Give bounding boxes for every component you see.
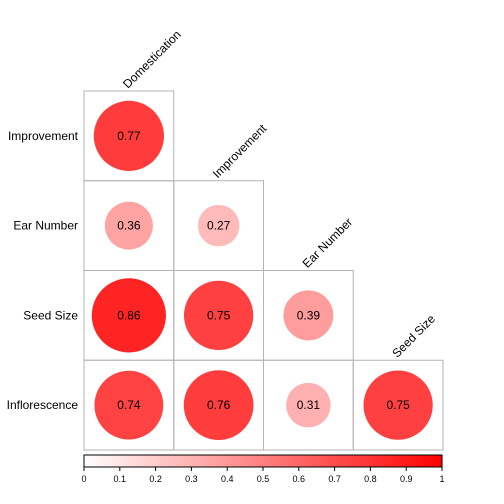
row-label: Inflorescence bbox=[7, 398, 79, 412]
row-labels: Improvement Ear Number Seed Size Infloresce… bbox=[7, 129, 79, 412]
color-scale-tick-label: 0.9 bbox=[400, 474, 413, 484]
color-scale-tick-label: 0.6 bbox=[293, 474, 306, 484]
column-label: Seed Size bbox=[389, 312, 438, 361]
value-label: 0.75 bbox=[386, 398, 410, 412]
color-scale-tick-label: 0.4 bbox=[221, 474, 234, 484]
color-scale-bar: 0 0.1 0.2 0.3 0.4 0.5 0.6 0.7 0.8 0.9 1 bbox=[81, 455, 444, 484]
color-scale-tick-label: 0.7 bbox=[328, 474, 341, 484]
value-label: 0.31 bbox=[297, 398, 321, 412]
row-label: Seed Size bbox=[23, 308, 78, 322]
value-label: 0.27 bbox=[207, 219, 231, 233]
color-scale-tick-label: 0.5 bbox=[257, 474, 270, 484]
value-label: 0.77 bbox=[117, 129, 141, 143]
color-scale-gradient bbox=[84, 455, 442, 467]
column-label: Ear Number bbox=[300, 215, 356, 271]
value-label: 0.75 bbox=[207, 308, 231, 322]
value-label: 0.76 bbox=[207, 398, 231, 412]
color-scale-tick-label: 0.8 bbox=[364, 474, 377, 484]
color-scale-tick-label: 0.3 bbox=[185, 474, 198, 484]
value-label: 0.86 bbox=[117, 308, 141, 322]
value-label: 0.39 bbox=[297, 308, 321, 322]
color-scale-tick-label: 0 bbox=[81, 474, 86, 484]
color-scale-tick-label: 0.1 bbox=[114, 474, 127, 484]
row-label: Ear Number bbox=[13, 219, 78, 233]
column-label: Domestication bbox=[120, 27, 184, 91]
value-label: 0.74 bbox=[117, 398, 141, 412]
column-labels: Domestication Improvement Ear Number Seed S… bbox=[120, 27, 438, 360]
color-scale-tick-label: 1 bbox=[439, 474, 444, 484]
row-label: Improvement bbox=[8, 129, 79, 143]
color-scale-tick-label: 0.2 bbox=[149, 474, 162, 484]
column-label: Improvement bbox=[210, 121, 270, 181]
value-label: 0.36 bbox=[117, 219, 141, 233]
